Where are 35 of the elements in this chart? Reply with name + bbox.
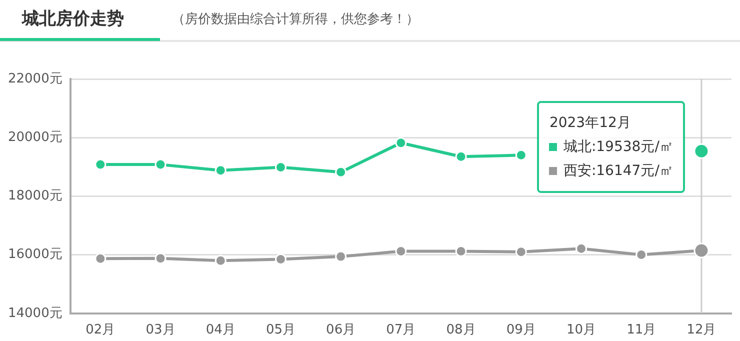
x-tick-label: 10月	[566, 322, 596, 338]
x-tick-label: 11月	[626, 322, 656, 338]
y-tick-label: 20000元	[8, 130, 62, 145]
point	[154, 252, 166, 264]
point	[214, 254, 226, 266]
point	[515, 149, 527, 161]
point	[515, 246, 527, 258]
x-tick-label: 09月	[506, 322, 536, 338]
annotation: 2023年12月	[549, 114, 632, 133]
x-tick-label: 05月	[266, 322, 296, 338]
y-tick-label: 14000元	[8, 306, 62, 321]
point	[455, 150, 467, 162]
point	[94, 158, 106, 170]
chart-title: 城北房价走势	[22, 8, 124, 30]
point	[154, 158, 166, 170]
annotation: 西安:16147元/㎡	[562, 162, 674, 181]
x-tick-label: 12月	[686, 322, 716, 338]
point	[335, 250, 347, 262]
x-tick-label: 04月	[206, 322, 236, 338]
point	[94, 252, 106, 264]
y-tick-label: 22000元	[8, 71, 62, 86]
x-tick-label: 08月	[446, 322, 476, 338]
x-tick-label: 06月	[326, 322, 356, 338]
point	[395, 137, 407, 149]
annotation: 城北:19538元/㎡	[562, 138, 674, 157]
point	[575, 242, 587, 254]
chart-subtitle: （房价数据由综合计算所得，供您参考！）	[172, 11, 419, 28]
point	[214, 164, 226, 176]
point	[274, 253, 286, 265]
x-tick-label: 03月	[146, 322, 176, 338]
x-tick-label: 02月	[86, 322, 116, 338]
point	[335, 166, 347, 178]
y-tick-label: 16000元	[8, 247, 62, 262]
x-tick-label: 07月	[386, 322, 416, 338]
y-tick-label: 18000元	[8, 188, 62, 204]
